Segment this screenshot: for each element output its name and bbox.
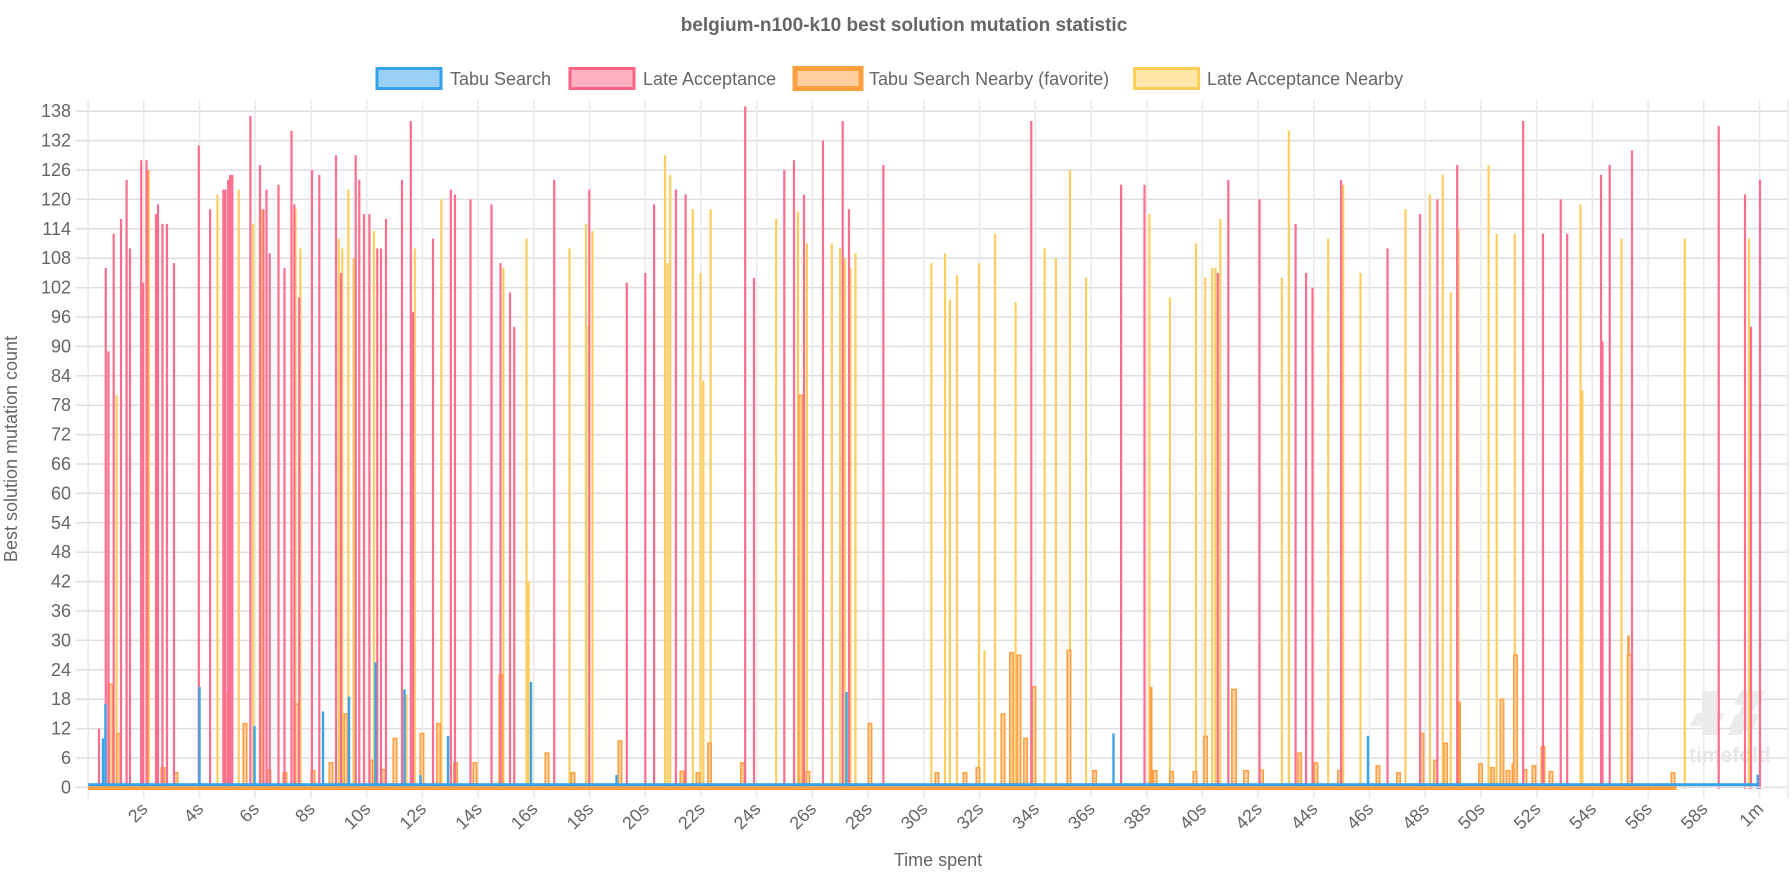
- svg-text:126: 126: [41, 160, 71, 180]
- svg-text:Late Acceptance Nearby: Late Acceptance Nearby: [1207, 69, 1403, 89]
- svg-text:12: 12: [51, 719, 71, 739]
- svg-text:72: 72: [51, 425, 71, 445]
- svg-text:138: 138: [41, 101, 71, 121]
- svg-text:114: 114: [42, 219, 71, 239]
- svg-text:42: 42: [51, 572, 71, 592]
- svg-text:belgium-n100-k10 best solution: belgium-n100-k10 best solution mutation …: [681, 15, 1128, 36]
- svg-text:108: 108: [41, 248, 71, 268]
- svg-text:Tabu Search Nearby (favorite): Tabu Search Nearby (favorite): [869, 69, 1109, 89]
- svg-text:Late Acceptance: Late Acceptance: [643, 69, 776, 89]
- svg-text:36: 36: [51, 601, 71, 621]
- svg-text:30: 30: [51, 630, 71, 650]
- svg-text:48: 48: [51, 542, 71, 562]
- svg-text:Tabu Search: Tabu Search: [450, 69, 551, 89]
- svg-text:120: 120: [41, 189, 71, 209]
- svg-text:90: 90: [51, 336, 71, 356]
- svg-text:24: 24: [51, 660, 71, 680]
- svg-text:18: 18: [51, 689, 71, 709]
- svg-text:102: 102: [41, 278, 71, 298]
- svg-text:6: 6: [61, 748, 71, 768]
- svg-text:96: 96: [51, 307, 71, 327]
- svg-text:Time spent: Time spent: [894, 850, 982, 870]
- svg-text:84: 84: [51, 366, 71, 386]
- svg-text:54: 54: [51, 513, 71, 533]
- svg-text:60: 60: [51, 483, 71, 503]
- svg-text:66: 66: [51, 454, 71, 474]
- svg-text:78: 78: [51, 395, 71, 415]
- svg-text:0: 0: [61, 777, 71, 797]
- svg-text:timefold: timefold: [1689, 744, 1771, 767]
- svg-text:132: 132: [41, 131, 71, 151]
- svg-text:Best solution mutation count: Best solution mutation count: [1, 336, 21, 562]
